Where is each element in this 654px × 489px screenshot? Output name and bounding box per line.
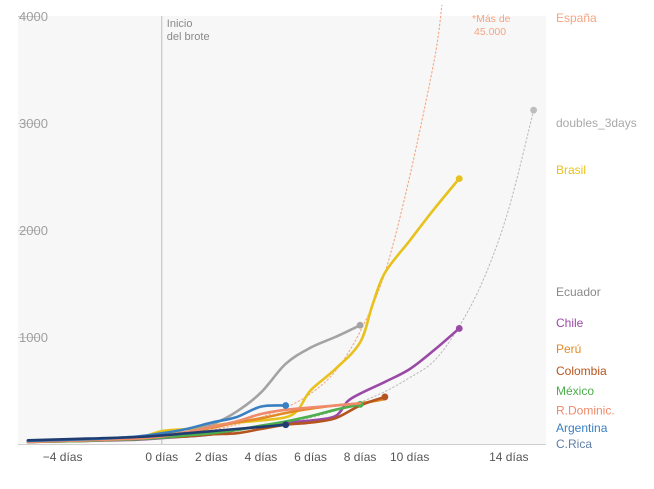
series-endpoint-ecuador	[356, 321, 364, 329]
series-label-doubles-3days: doubles_3days	[556, 116, 637, 130]
x-tick-label: 2 días	[195, 450, 228, 464]
series-line-brasil	[26, 177, 461, 444]
y-tick-label: 4000	[19, 9, 48, 24]
y-tick-label: 3000	[19, 116, 48, 131]
x-tick-label: 4 días	[245, 450, 278, 464]
spain-note-line2: 45.000	[474, 26, 506, 38]
x-tick-label: 10 días	[390, 450, 429, 464]
series-label-ecuador: Ecuador	[556, 285, 601, 299]
series-label-brasil: Brasil	[556, 163, 586, 177]
series-endpoint-brasil	[455, 175, 463, 183]
series-label-r-dominic: R.Dominic.	[556, 403, 615, 417]
outbreak-label-line2: del brote	[167, 31, 210, 43]
series-line-c-rica	[26, 423, 287, 442]
series-endpoint-argentina	[282, 402, 290, 409]
y-axis-ticks: 1000 2000 3000 4000	[18, 9, 48, 345]
series-label-peru: Perú	[556, 342, 581, 356]
series-layer	[26, 4, 538, 444]
series-label-chile: Chile	[556, 316, 584, 330]
outbreak-label-line1: Inicio	[167, 18, 193, 30]
series-labels: España doubles_3days Brasil Ecuador Chile Per…	[556, 11, 637, 451]
series-endpoint-c-rica	[282, 421, 290, 429]
x-tick-label: 6 días	[294, 450, 327, 464]
plot-background	[18, 16, 546, 444]
series-label-c-rica: C.Rica	[556, 437, 592, 451]
series-line-r-dominic	[26, 402, 362, 444]
series-endpoint-colombia	[381, 393, 389, 401]
series-endpoint-doubles-3days	[530, 106, 538, 114]
y-tick-label: 1000	[19, 330, 48, 345]
y-tick-label: 2000	[19, 223, 48, 238]
x-tick-label: −4 días	[43, 450, 83, 464]
series-label-colombia: Colombia	[556, 364, 607, 378]
x-tick-label: 8 días	[344, 450, 377, 464]
series-endpoint-chile	[455, 325, 463, 332]
series-label-argentina: Argentina	[556, 421, 608, 435]
series-label-espana: España	[556, 11, 597, 25]
series-label-mexico: México	[556, 384, 594, 398]
x-axis-ticks: −4 días 0 días 2 días 4 días 6 días 8 días 10 …	[43, 450, 529, 464]
spain-note-line1: *Más de	[472, 13, 511, 25]
x-tick-label: 14 días	[489, 450, 528, 464]
x-tick-label: 0 días	[145, 450, 178, 464]
